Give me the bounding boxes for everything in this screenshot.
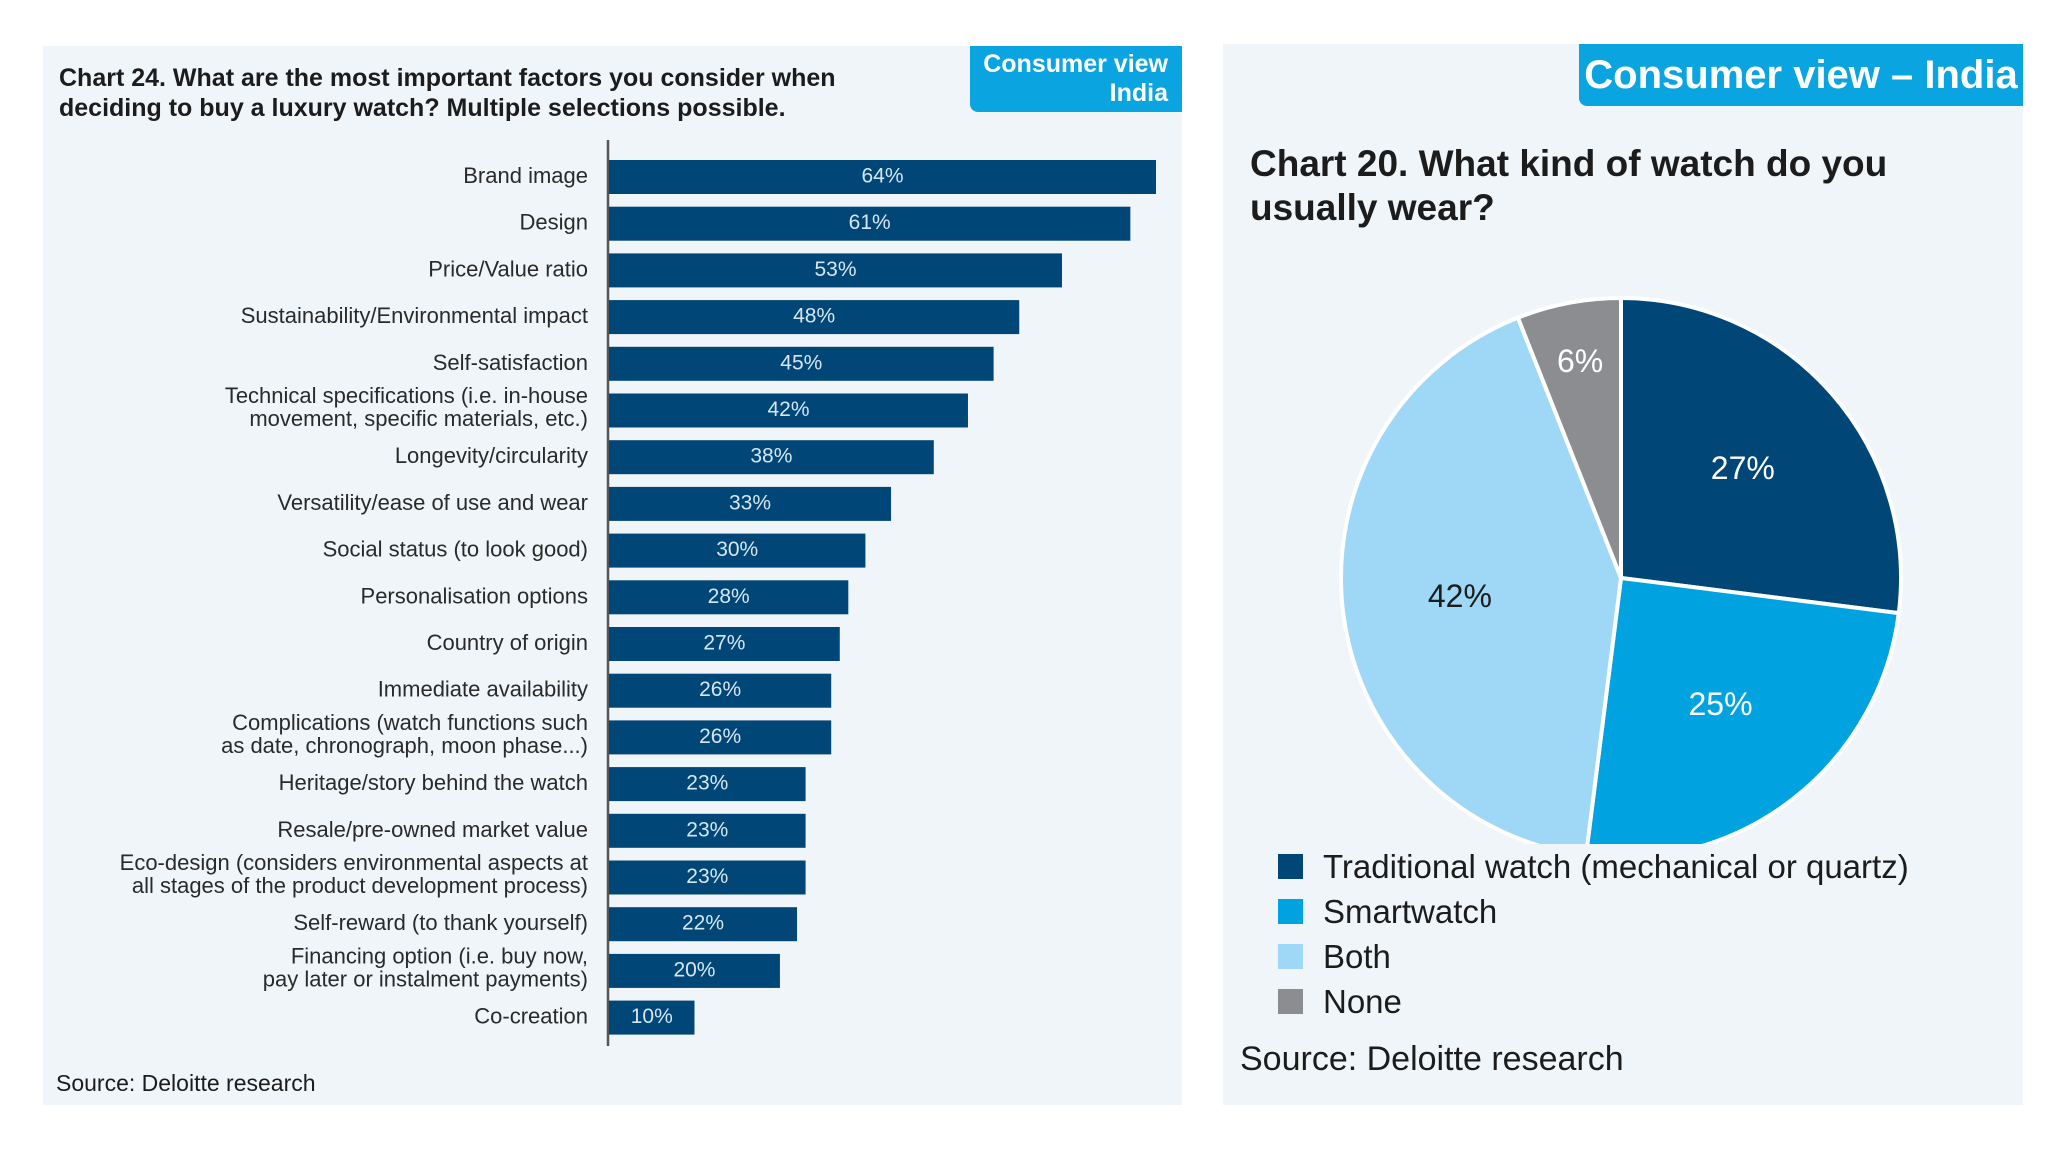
bar-chart-source: Source: Deloitte research <box>56 1070 316 1096</box>
bar-category-label: Price/Value ratio <box>428 256 588 281</box>
bar <box>609 533 866 568</box>
pie-legend: Traditional watch (mechanical or quartz)… <box>1278 844 1909 1024</box>
bar-category-label: Design <box>520 210 588 235</box>
bar <box>609 580 849 615</box>
bar-value-label: 10% <box>631 1005 673 1028</box>
pie-slice <box>1619 295 1903 616</box>
pie-slice <box>1585 575 1902 844</box>
bar-category-label: Personalisation options <box>361 583 588 608</box>
bar-value-label: 33% <box>729 491 771 514</box>
bar-value-label: 23% <box>686 818 728 841</box>
bar-category-label: Country of origin <box>427 630 588 655</box>
bar-category-label: Self-reward (to thank yourself) <box>293 910 588 935</box>
pie-chart-title: Chart 20. What kind of watch do you usua… <box>1250 143 1888 228</box>
bar-value-label: 20% <box>673 958 715 981</box>
bar-value-label: 27% <box>703 632 745 655</box>
legend-label: None <box>1323 982 1402 1020</box>
bar-value-label: 61% <box>849 211 891 234</box>
bar-value-label: 53% <box>814 258 856 281</box>
pie-chart-panel: Consumer view – India Chart 20. What kin… <box>1223 44 2023 1105</box>
bar-category-label: Resale/pre-owned market value <box>277 817 588 842</box>
bar-chart-panel: Chart 24. What are the most important fa… <box>43 46 1182 1105</box>
bar <box>609 627 840 661</box>
bar-category-label: Longevity/circularity <box>395 443 588 468</box>
legend-item: None <box>1278 979 1909 1024</box>
bar-category-label: Eco-design (considers environmental aspe… <box>120 850 588 898</box>
bar-value-label: 26% <box>699 725 741 748</box>
bar-value-label: 28% <box>708 585 750 608</box>
badge-line-1: Consumer view <box>983 50 1168 78</box>
pie-chart-source: Source: Deloitte research <box>1240 1040 1624 1078</box>
bar-category-label: Complications (watch functions such as da… <box>221 710 588 758</box>
bar <box>609 346 994 381</box>
bar-value-label: 48% <box>793 305 835 328</box>
legend-item: Traditional watch (mechanical or quartz) <box>1278 844 1909 889</box>
bar-value-label: 23% <box>686 772 728 795</box>
bar-value-label: 64% <box>861 165 903 188</box>
legend-swatch <box>1278 944 1303 969</box>
legend-item: Smartwatch <box>1278 889 1909 934</box>
badge-line-2: India <box>1109 79 1168 107</box>
consumer-view-badge-left: Consumer view India <box>970 46 1182 112</box>
bar-category-label: Social status (to look good) <box>323 536 588 561</box>
bar-category-label: Sustainability/Environmental impact <box>241 303 588 328</box>
bar-category-label: Co-creation <box>474 1003 588 1028</box>
bar-category-label: Heritage/story behind the watch <box>279 770 588 795</box>
legend-swatch <box>1278 854 1303 879</box>
bar-category-label: Financing option (i.e. buy now, pay later… <box>263 943 588 991</box>
bar-value-label: 45% <box>780 351 822 374</box>
bar-value-label: 26% <box>699 678 741 701</box>
pie-slice <box>1515 295 1623 579</box>
bar-value-label: 42% <box>767 398 809 421</box>
bar-category-label: Technical specifications (i.e. in-house m… <box>225 383 588 431</box>
bar <box>609 907 798 942</box>
bar-value-label: 22% <box>682 912 724 935</box>
pie-slice-label: 42% <box>1428 578 1492 614</box>
bar-category-label: Versatility/ease of use and wear <box>277 490 588 515</box>
bar <box>609 206 1131 241</box>
legend-label: Smartwatch <box>1323 892 1498 930</box>
bar-category-label: Self-satisfaction <box>433 350 588 375</box>
bar-category-label: Immediate availability <box>378 677 588 702</box>
bar <box>609 440 934 475</box>
bar <box>609 860 806 895</box>
bar <box>609 720 832 755</box>
bar <box>609 813 806 848</box>
bar <box>609 253 1062 288</box>
consumer-view-badge-right: Consumer view – India <box>1579 44 2023 106</box>
bar <box>609 767 806 802</box>
bar <box>609 1000 695 1035</box>
bar <box>609 486 892 521</box>
legend-item: Both <box>1278 934 1909 979</box>
pie-slice-label: 27% <box>1711 450 1775 486</box>
legend-label: Both <box>1323 937 1391 975</box>
pie-slice <box>1339 315 1624 844</box>
legend-swatch <box>1278 989 1303 1014</box>
bar-value-label: 38% <box>750 445 792 468</box>
pie-slice-label: 6% <box>1557 343 1603 379</box>
bar-category-label: Brand image <box>463 163 588 188</box>
bar <box>609 673 832 708</box>
bar-value-label: 23% <box>686 865 728 888</box>
bar <box>609 160 1156 194</box>
bar <box>609 300 1020 335</box>
bar <box>609 953 780 988</box>
bar-value-label: 30% <box>716 538 758 561</box>
bar-chart: 64% Brand image 61% Design 53% Price/Value ra… <box>120 140 1156 1046</box>
bar <box>609 393 968 428</box>
legend-label: Traditional watch (mechanical or quartz) <box>1323 847 1909 885</box>
pie-chart: 27% 25% 42% 6% <box>1339 295 1903 844</box>
legend-swatch <box>1278 899 1303 924</box>
bar-chart-title: Chart 24. What are the most important fa… <box>59 64 836 122</box>
pie-slice-label: 25% <box>1689 686 1753 722</box>
